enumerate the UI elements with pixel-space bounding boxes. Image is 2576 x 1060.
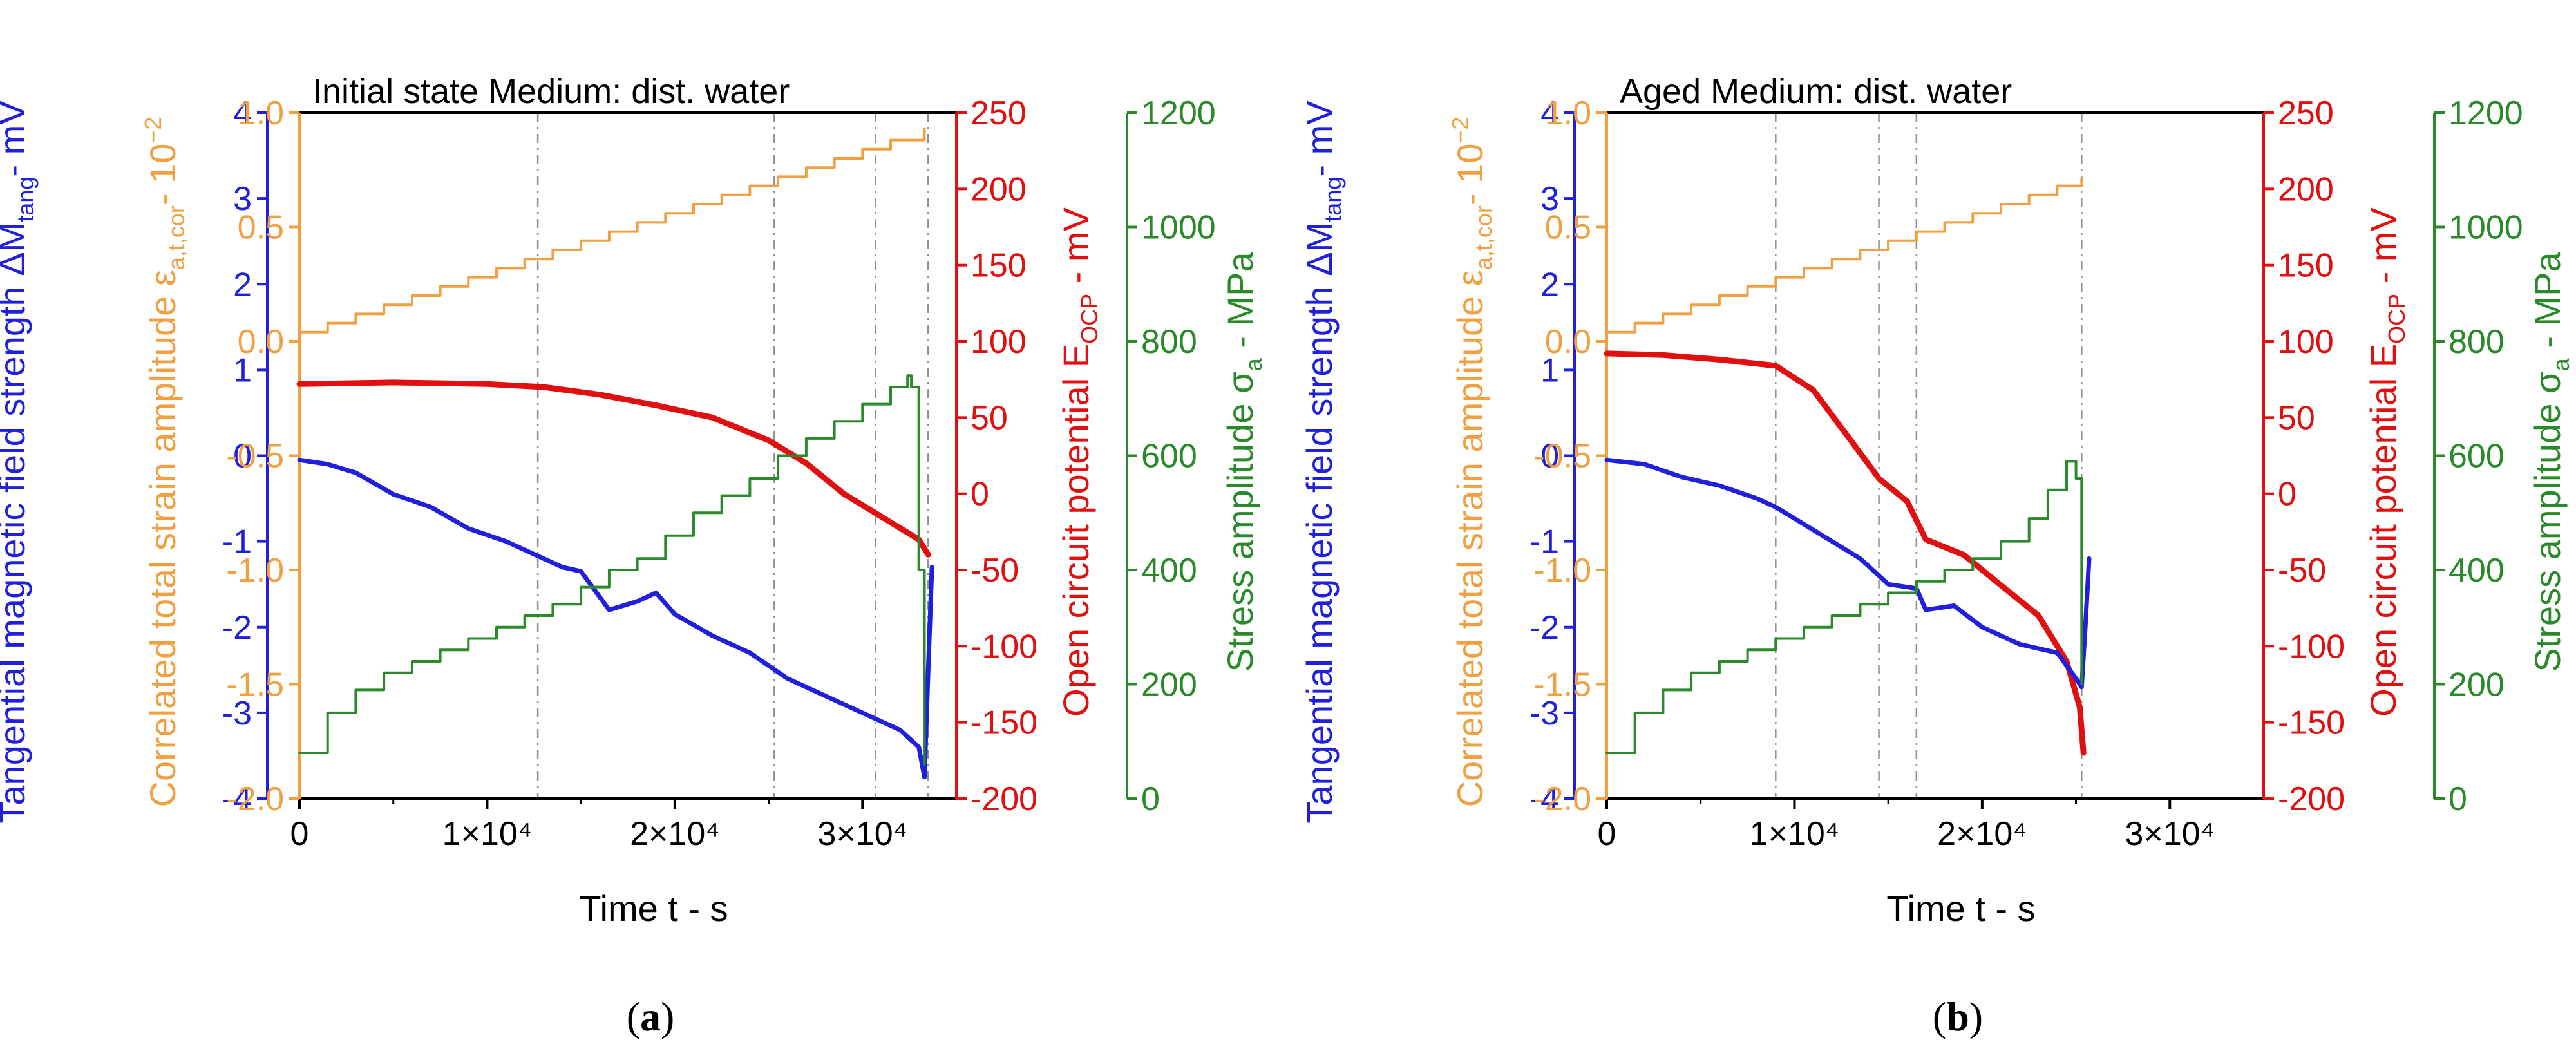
- potential-tick-label: -100: [2278, 628, 2345, 665]
- strain-tick-label: -2.0: [226, 781, 284, 818]
- x-tick-label: 2×10⁴: [630, 815, 719, 853]
- potential-axis-label: Open circuit potential EOCP - mV: [1056, 207, 1103, 716]
- panel-caption: (a): [627, 994, 675, 1039]
- strain-tick-label: -0.5: [1533, 438, 1591, 475]
- strain-tick-label: -1.5: [226, 667, 284, 704]
- stress-tick-label: 400: [2448, 552, 2505, 589]
- stress-tick-label: 1200: [2448, 95, 2523, 132]
- magnetic-tick-label: -4: [222, 781, 252, 818]
- strain-tick-label: -1.0: [226, 552, 284, 589]
- potential-tick-label: 50: [971, 399, 1008, 437]
- potential-tick-label: 0: [971, 476, 989, 513]
- magnetic-tick-label: -2: [222, 609, 252, 647]
- strain-tick-label: 0.0: [238, 323, 284, 361]
- potential-series-line: [1604, 350, 2087, 756]
- magnetic-tick-label: 3: [1540, 180, 1559, 218]
- x-tick-label: 3×10⁴: [818, 815, 907, 853]
- strain-series-line: [1605, 178, 2083, 334]
- panel-caption: (b): [1933, 994, 1983, 1039]
- strain-tick-label: -2.0: [1533, 781, 1591, 818]
- magnetic-tick-label: 4: [1540, 95, 1559, 132]
- potential-tick-label: 150: [971, 247, 1027, 285]
- potential-axis-label: Open circuit potential EOCP - mV: [2363, 207, 2410, 716]
- magnetic-tick-label: -3: [1530, 695, 1559, 732]
- stress-tick-label: 800: [1141, 323, 1197, 361]
- magnetic-tick-label: 4: [233, 95, 252, 132]
- x-axis-label: Time t - s: [579, 888, 728, 929]
- magnetic-tick-label: -2: [1530, 609, 1559, 647]
- stress-tick-label: 1000: [2448, 209, 2523, 247]
- strain-tick-label: -1.0: [1533, 552, 1591, 589]
- strain-tick-label: -0.5: [226, 438, 284, 475]
- potential-tick-label: -150: [971, 705, 1037, 742]
- x-tick-label: 1×10⁴: [442, 815, 532, 853]
- potential-tick-label: 250: [2278, 95, 2334, 132]
- magnetic-tick-label: -1: [222, 524, 252, 561]
- stress-tick-label: 800: [2448, 323, 2505, 361]
- potential-tick-label: 0: [2278, 476, 2297, 513]
- stress-series-line: [298, 374, 926, 766]
- stress-tick-label: 1000: [1141, 209, 1216, 247]
- strain-tick-label: 0.5: [1545, 209, 1591, 247]
- chart-panel-1: 0 1×10⁴ 2×10⁴ 3×10⁴ Time t - s -4 -3 -2 -1 0 1 2 3 4 T…: [0, 72, 1267, 1039]
- x-tick-label: 2×10⁴: [1937, 815, 2027, 853]
- x-tick-label: 0: [290, 815, 309, 853]
- strain-tick-label: 0.5: [238, 209, 284, 247]
- magnetic-tick-label: 3: [233, 180, 252, 218]
- magnetic-tick-label: -1: [1530, 524, 1559, 561]
- stress-series-line: [1605, 460, 2083, 754]
- stress-tick-label: 400: [1141, 552, 1197, 589]
- potential-tick-label: -50: [971, 552, 1019, 589]
- magnetic-tick-label: -4: [1530, 781, 1559, 818]
- stress-tick-label: 600: [1141, 438, 1197, 475]
- x-tick-label: 3×10⁴: [2125, 815, 2215, 853]
- potential-tick-label: -200: [2278, 781, 2345, 818]
- magnetic-tick-label: 0: [233, 438, 252, 475]
- magnetic-tick-label: 1: [233, 352, 252, 389]
- magnetic-axis-label: Tangential magnetic field strength ΔMtan…: [0, 100, 39, 824]
- potential-tick-label: 200: [2278, 171, 2334, 208]
- stress-tick-label: 200: [2448, 667, 2505, 704]
- potential-tick-label: 100: [971, 323, 1027, 361]
- potential-tick-label: 200: [971, 171, 1027, 208]
- magnetic-series-line: [1604, 457, 2092, 690]
- strain-tick-label: 1.0: [238, 95, 284, 132]
- x-tick-label: 0: [1598, 815, 1616, 853]
- potential-tick-label: -50: [2278, 552, 2326, 589]
- strain-axis-label: Correlated total strain amplitude εa,t,c…: [1447, 117, 1497, 808]
- stress-tick-label: 0: [2448, 781, 2467, 818]
- magnetic-tick-label: 2: [233, 266, 252, 303]
- magnetic-tick-label: -3: [222, 695, 252, 732]
- strain-tick-label: -1.5: [1533, 667, 1591, 704]
- stress-tick-label: 1200: [1141, 95, 1216, 132]
- x-axis-label: Time t - s: [1886, 888, 2035, 929]
- stress-tick-label: 600: [2448, 438, 2505, 475]
- potential-tick-label: -150: [2278, 705, 2345, 742]
- chart-title: Initial state Medium: dist. water: [312, 72, 790, 111]
- stress-axis-label: Stress amplitude σa - MPa: [1220, 252, 1267, 672]
- strain-series-line: [298, 127, 926, 334]
- magnetic-axis-label: Tangential magnetic field strength ΔMtan…: [1299, 100, 1346, 824]
- x-tick-label: 1×10⁴: [1750, 815, 1839, 853]
- strain-tick-label: 0.0: [1545, 323, 1591, 361]
- stress-tick-label: 200: [1141, 667, 1197, 704]
- potential-tick-label: 250: [971, 95, 1027, 132]
- stress-axis-label: Stress amplitude σa - MPa: [2527, 252, 2574, 672]
- magnetic-series-line: [297, 457, 934, 780]
- magnetic-tick-label: 2: [1540, 266, 1559, 303]
- potential-tick-label: 50: [2278, 399, 2315, 437]
- potential-tick-label: 100: [2278, 323, 2334, 361]
- stress-tick-label: 0: [1141, 781, 1160, 818]
- potential-tick-label: 150: [2278, 247, 2334, 285]
- magnetic-tick-label: 1: [1540, 352, 1559, 389]
- chart-title: Aged Medium: dist. water: [1620, 72, 2012, 111]
- potential-tick-label: -200: [971, 781, 1037, 818]
- potential-tick-label: -100: [971, 628, 1037, 665]
- strain-tick-label: 1.0: [1545, 95, 1591, 132]
- potential-series-line: [296, 379, 931, 558]
- magnetic-tick-label: 0: [1540, 438, 1559, 475]
- strain-axis-label: Correlated total strain amplitude εa,t,c…: [140, 117, 189, 808]
- chart-panel-2: 0 1×10⁴ 2×10⁴ 3×10⁴ Time t - s -4 -3 -2 -1 0 1 2 3 4 T…: [1299, 72, 2574, 1039]
